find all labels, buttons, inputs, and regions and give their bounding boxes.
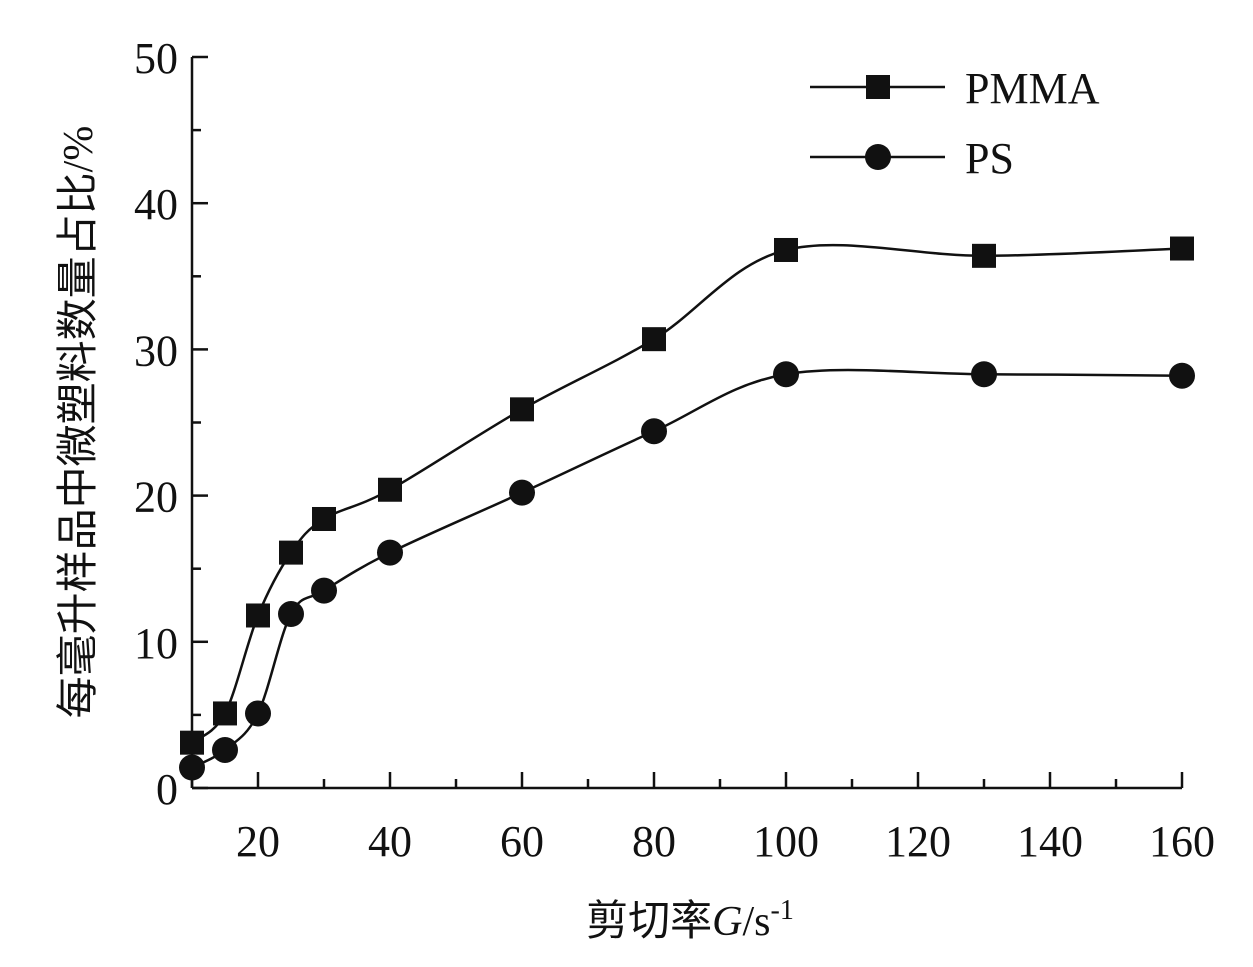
data-point-pmma [1170,236,1194,261]
y-tick-label: 10 [134,619,178,668]
data-point-ps [773,361,799,388]
data-point-pmma [312,506,336,531]
data-point-pmma [642,327,666,352]
x-tick-label: 20 [236,817,280,866]
data-point-ps [179,754,205,781]
legend-entry-ps: PS [810,134,1014,183]
data-point-pmma [510,397,534,422]
series-line-pmma [191,243,1183,744]
data-point-ps [1169,362,1195,389]
data-point-ps [278,601,304,628]
x-axis-title-main: 剪切率 [586,898,712,945]
x-tick-label: 40 [368,817,412,866]
data-point-pmma [378,477,402,502]
y-tick-label: 0 [156,765,178,814]
plot-frame [190,57,1182,790]
data-point-pmma [972,243,996,268]
data-point-pmma [246,603,270,628]
x-tick-label: 100 [753,817,819,866]
series-ps [179,361,1195,781]
data-point-ps [971,361,997,388]
y-tick-label: 50 [134,34,178,83]
data-point-ps [377,539,403,566]
data-point-ps [212,736,238,763]
series-pmma [180,236,1194,755]
y-axis-ticks: 0 10 20 30 40 50 [134,34,208,814]
legend-marker-ps [865,144,891,170]
x-tick-label: 160 [1149,817,1215,866]
data-point-ps [311,577,337,604]
legend-entry-pmma: PMMA [810,64,1100,113]
data-point-pmma [180,730,204,755]
y-tick-label: 20 [134,473,178,522]
legend-marker-pmma [866,75,890,99]
x-tick-label: 140 [1017,817,1083,866]
x-tick-label: 60 [500,817,544,866]
y-tick-label: 40 [134,180,178,229]
legend-label-pmma: PMMA [965,64,1100,113]
data-point-pmma [213,701,237,726]
x-axis-title-unit: s [754,899,770,945]
x-axis-ticks: 20 40 60 80 100 120 140 160 [190,772,1215,866]
x-tick-label: 120 [885,817,951,866]
legend-label-ps: PS [965,134,1014,183]
y-axis-title: 每毫升样品中微塑料数量占比/% [55,126,102,719]
x-axis-title-symbol: G [712,899,742,945]
data-point-ps [641,418,667,445]
x-axis-title-slash: / [743,899,755,945]
x-axis-title-exponent: -1 [771,895,794,926]
data-point-ps [245,700,271,727]
series-layer [179,236,1195,781]
data-point-pmma [279,540,303,565]
data-point-pmma [774,237,798,262]
series-line-ps [191,368,1183,769]
y-tick-label: 30 [134,326,178,375]
data-point-ps [509,479,535,506]
x-tick-label: 80 [632,817,676,866]
x-axis-title: 剪切率G/s-1 [586,895,794,945]
legend: PMMA PS [810,64,1100,183]
